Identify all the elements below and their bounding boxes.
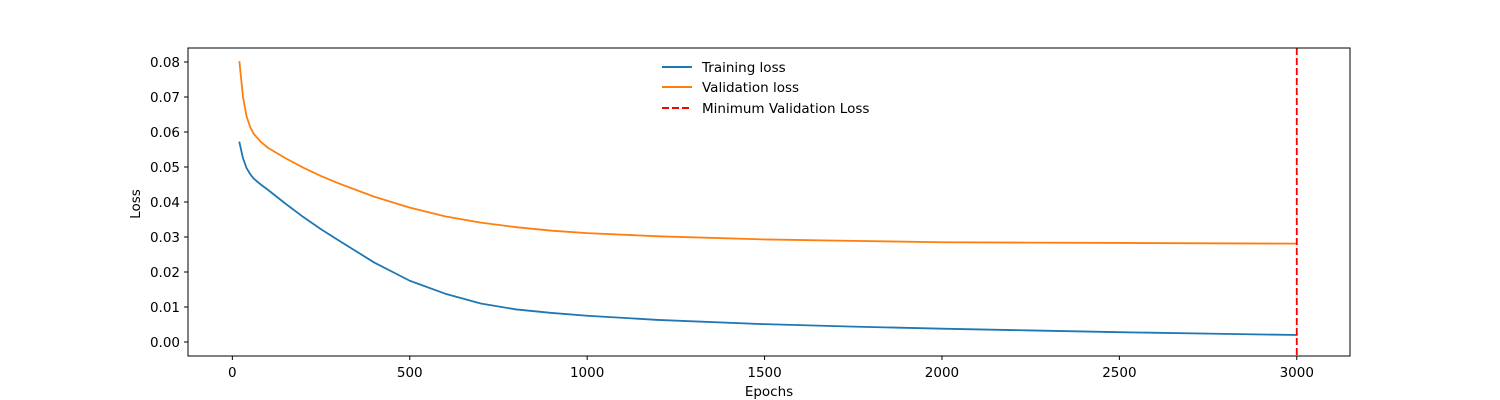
y-axis-label: Loss xyxy=(128,189,144,219)
y-tick-label: 0.07 xyxy=(150,90,180,106)
x-axis-label: Epochs xyxy=(745,384,793,400)
x-tick-label: 2000 xyxy=(925,365,959,381)
x-tick-label: 2500 xyxy=(1102,365,1136,381)
y-axis-ticks: 0.00 0.01 0.02 0.03 0.04 0.05 0.06 0.07 0.08 xyxy=(150,55,188,351)
legend-label-minimum-validation-loss: Minimum Validation Loss xyxy=(702,101,869,117)
y-tick-label: 0.00 xyxy=(150,335,180,351)
series-line-validation-loss xyxy=(238,61,1298,245)
series-line-training-loss xyxy=(238,141,1298,336)
y-tick-label: 0.01 xyxy=(150,300,180,316)
legend-label-validation-loss: Validation loss xyxy=(702,80,799,96)
y-tick-label: 0.06 xyxy=(150,125,180,141)
x-tick-label: 3000 xyxy=(1280,365,1314,381)
y-tick-label: 0.05 xyxy=(150,160,180,176)
y-tick-label: 0.02 xyxy=(150,265,180,281)
x-tick-label: 500 xyxy=(397,365,423,381)
y-tick-label: 0.03 xyxy=(150,230,180,246)
legend-label-training-loss: Training loss xyxy=(701,60,786,76)
y-tick-label: 0.04 xyxy=(150,195,180,211)
legend: Training loss Validation loss Minimum Va… xyxy=(662,60,869,117)
y-tick-label: 0.08 xyxy=(150,55,180,71)
x-tick-label: 1500 xyxy=(747,365,781,381)
series-layer xyxy=(238,48,1298,356)
x-tick-label: 1000 xyxy=(570,365,604,381)
x-tick-label: 0 xyxy=(228,365,237,381)
x-axis-ticks: 0 500 1000 1500 2000 2500 3000 xyxy=(228,356,1314,381)
